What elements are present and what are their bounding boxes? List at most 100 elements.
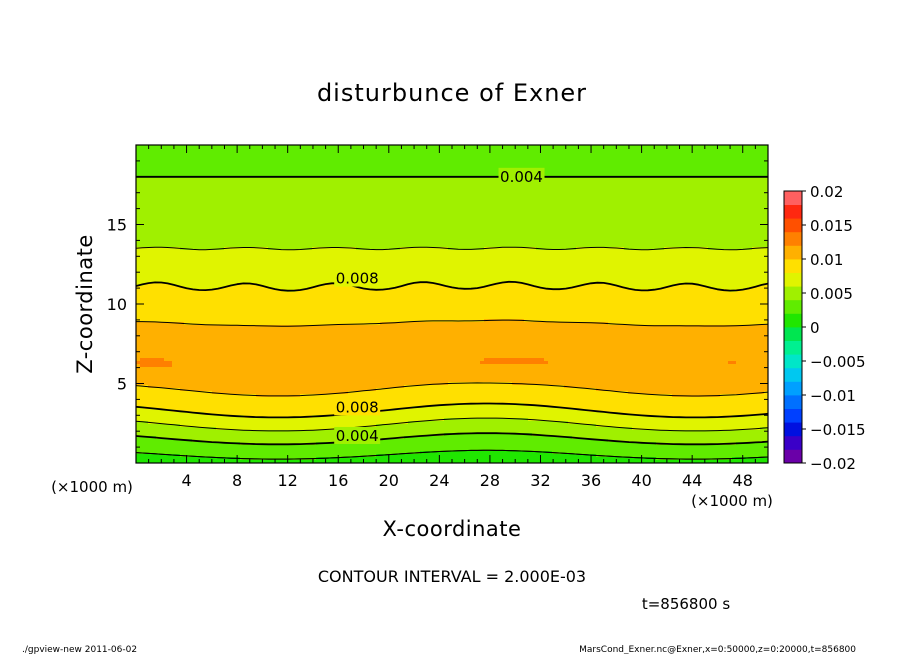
field-cell: [520, 163, 525, 167]
field-cell: [756, 181, 761, 185]
field-cell: [276, 190, 281, 194]
field-cell: [664, 160, 669, 164]
field-cell: [716, 148, 721, 152]
field-cell: [376, 184, 381, 188]
field-cell: [536, 184, 541, 188]
field-cell: [680, 181, 685, 185]
field-cell: [380, 187, 385, 191]
field-cell: [540, 145, 545, 149]
field-cell: [312, 145, 317, 149]
field-cell: [352, 151, 357, 155]
field-cell: [720, 145, 725, 149]
field-cell: [460, 178, 465, 182]
field-cell: [464, 163, 469, 167]
field-cell: [728, 169, 733, 173]
field-cell: [208, 178, 213, 182]
field-cell: [592, 178, 597, 182]
field-cell: [676, 148, 681, 152]
field-cell: [724, 187, 729, 191]
field-cell: [312, 157, 317, 161]
field-cell: [456, 157, 461, 161]
field-cell: [660, 151, 665, 155]
field-cell: [560, 166, 565, 170]
field-cell: [276, 160, 281, 164]
field-cell: [512, 151, 517, 155]
field-cell: [176, 184, 181, 188]
field-cell: [632, 157, 637, 161]
field-cell: [288, 151, 293, 155]
field-cell: [428, 166, 433, 170]
field-cell: [704, 154, 709, 158]
field-cell: [632, 178, 637, 182]
field-cell: [272, 169, 277, 173]
field-cell: [740, 163, 745, 167]
field-cell: [468, 148, 473, 152]
field-cell: [688, 154, 693, 158]
field-cell: [716, 166, 721, 170]
field-cell: [412, 157, 417, 161]
field-cell: [316, 148, 321, 152]
field-cell: [204, 148, 209, 152]
field-cell: [232, 169, 237, 173]
field-cell: [632, 145, 637, 149]
field-cell: [508, 157, 513, 161]
field-cell: [312, 172, 317, 176]
field-cell: [432, 166, 437, 170]
field-cell: [408, 160, 413, 164]
field-cell: [644, 160, 649, 164]
field-cell: [740, 157, 745, 161]
field-cell: [236, 178, 241, 182]
field-cell: [180, 169, 185, 173]
field-cell: [468, 154, 473, 158]
field-cell: [568, 181, 573, 185]
field-cell: [256, 190, 261, 194]
field-cell: [304, 190, 309, 194]
field-cell: [636, 151, 641, 155]
field-cell: [204, 166, 209, 170]
field-cell: [584, 154, 589, 158]
field-cell: [548, 157, 553, 161]
field-cell: [684, 160, 689, 164]
field-cell: [248, 145, 253, 149]
field-cell: [248, 187, 253, 191]
field-cell: [736, 163, 741, 167]
field-cell: [672, 145, 677, 149]
field-cell: [716, 145, 721, 149]
field-cell: [712, 181, 717, 185]
field-cell: [748, 181, 753, 185]
field-cell: [428, 145, 433, 149]
field-cell: [532, 157, 537, 161]
field-cell: [668, 148, 673, 152]
field-cell: [428, 172, 433, 176]
field-cell: [628, 184, 633, 188]
field-cell: [324, 154, 329, 158]
field-cell: [388, 181, 393, 185]
field-cell: [396, 148, 401, 152]
field-cell: [672, 163, 677, 167]
field-cell: [716, 172, 721, 176]
field-cell: [612, 163, 617, 167]
field-cell: [748, 184, 753, 188]
field-cell: [712, 145, 717, 149]
field-cell: [544, 169, 549, 173]
field-cell: [708, 157, 713, 161]
field-cell: [268, 166, 273, 170]
field-cell: [344, 187, 349, 191]
field-cell: [500, 160, 505, 164]
field-cell: [544, 178, 549, 182]
field-cell: [512, 187, 517, 191]
field-cell: [592, 184, 597, 188]
field-cell: [388, 172, 393, 176]
field-cell: [296, 190, 301, 194]
field-cell: [748, 157, 753, 161]
field-cell: [460, 172, 465, 176]
field-cell: [568, 154, 573, 158]
field-cell: [644, 145, 649, 149]
field-cell: [200, 166, 205, 170]
field-cell: [144, 166, 149, 170]
field-cell: [208, 172, 213, 176]
field-cell: [180, 187, 185, 191]
field-cell: [684, 154, 689, 158]
field-cell: [168, 145, 173, 149]
field-cell: [164, 172, 169, 176]
